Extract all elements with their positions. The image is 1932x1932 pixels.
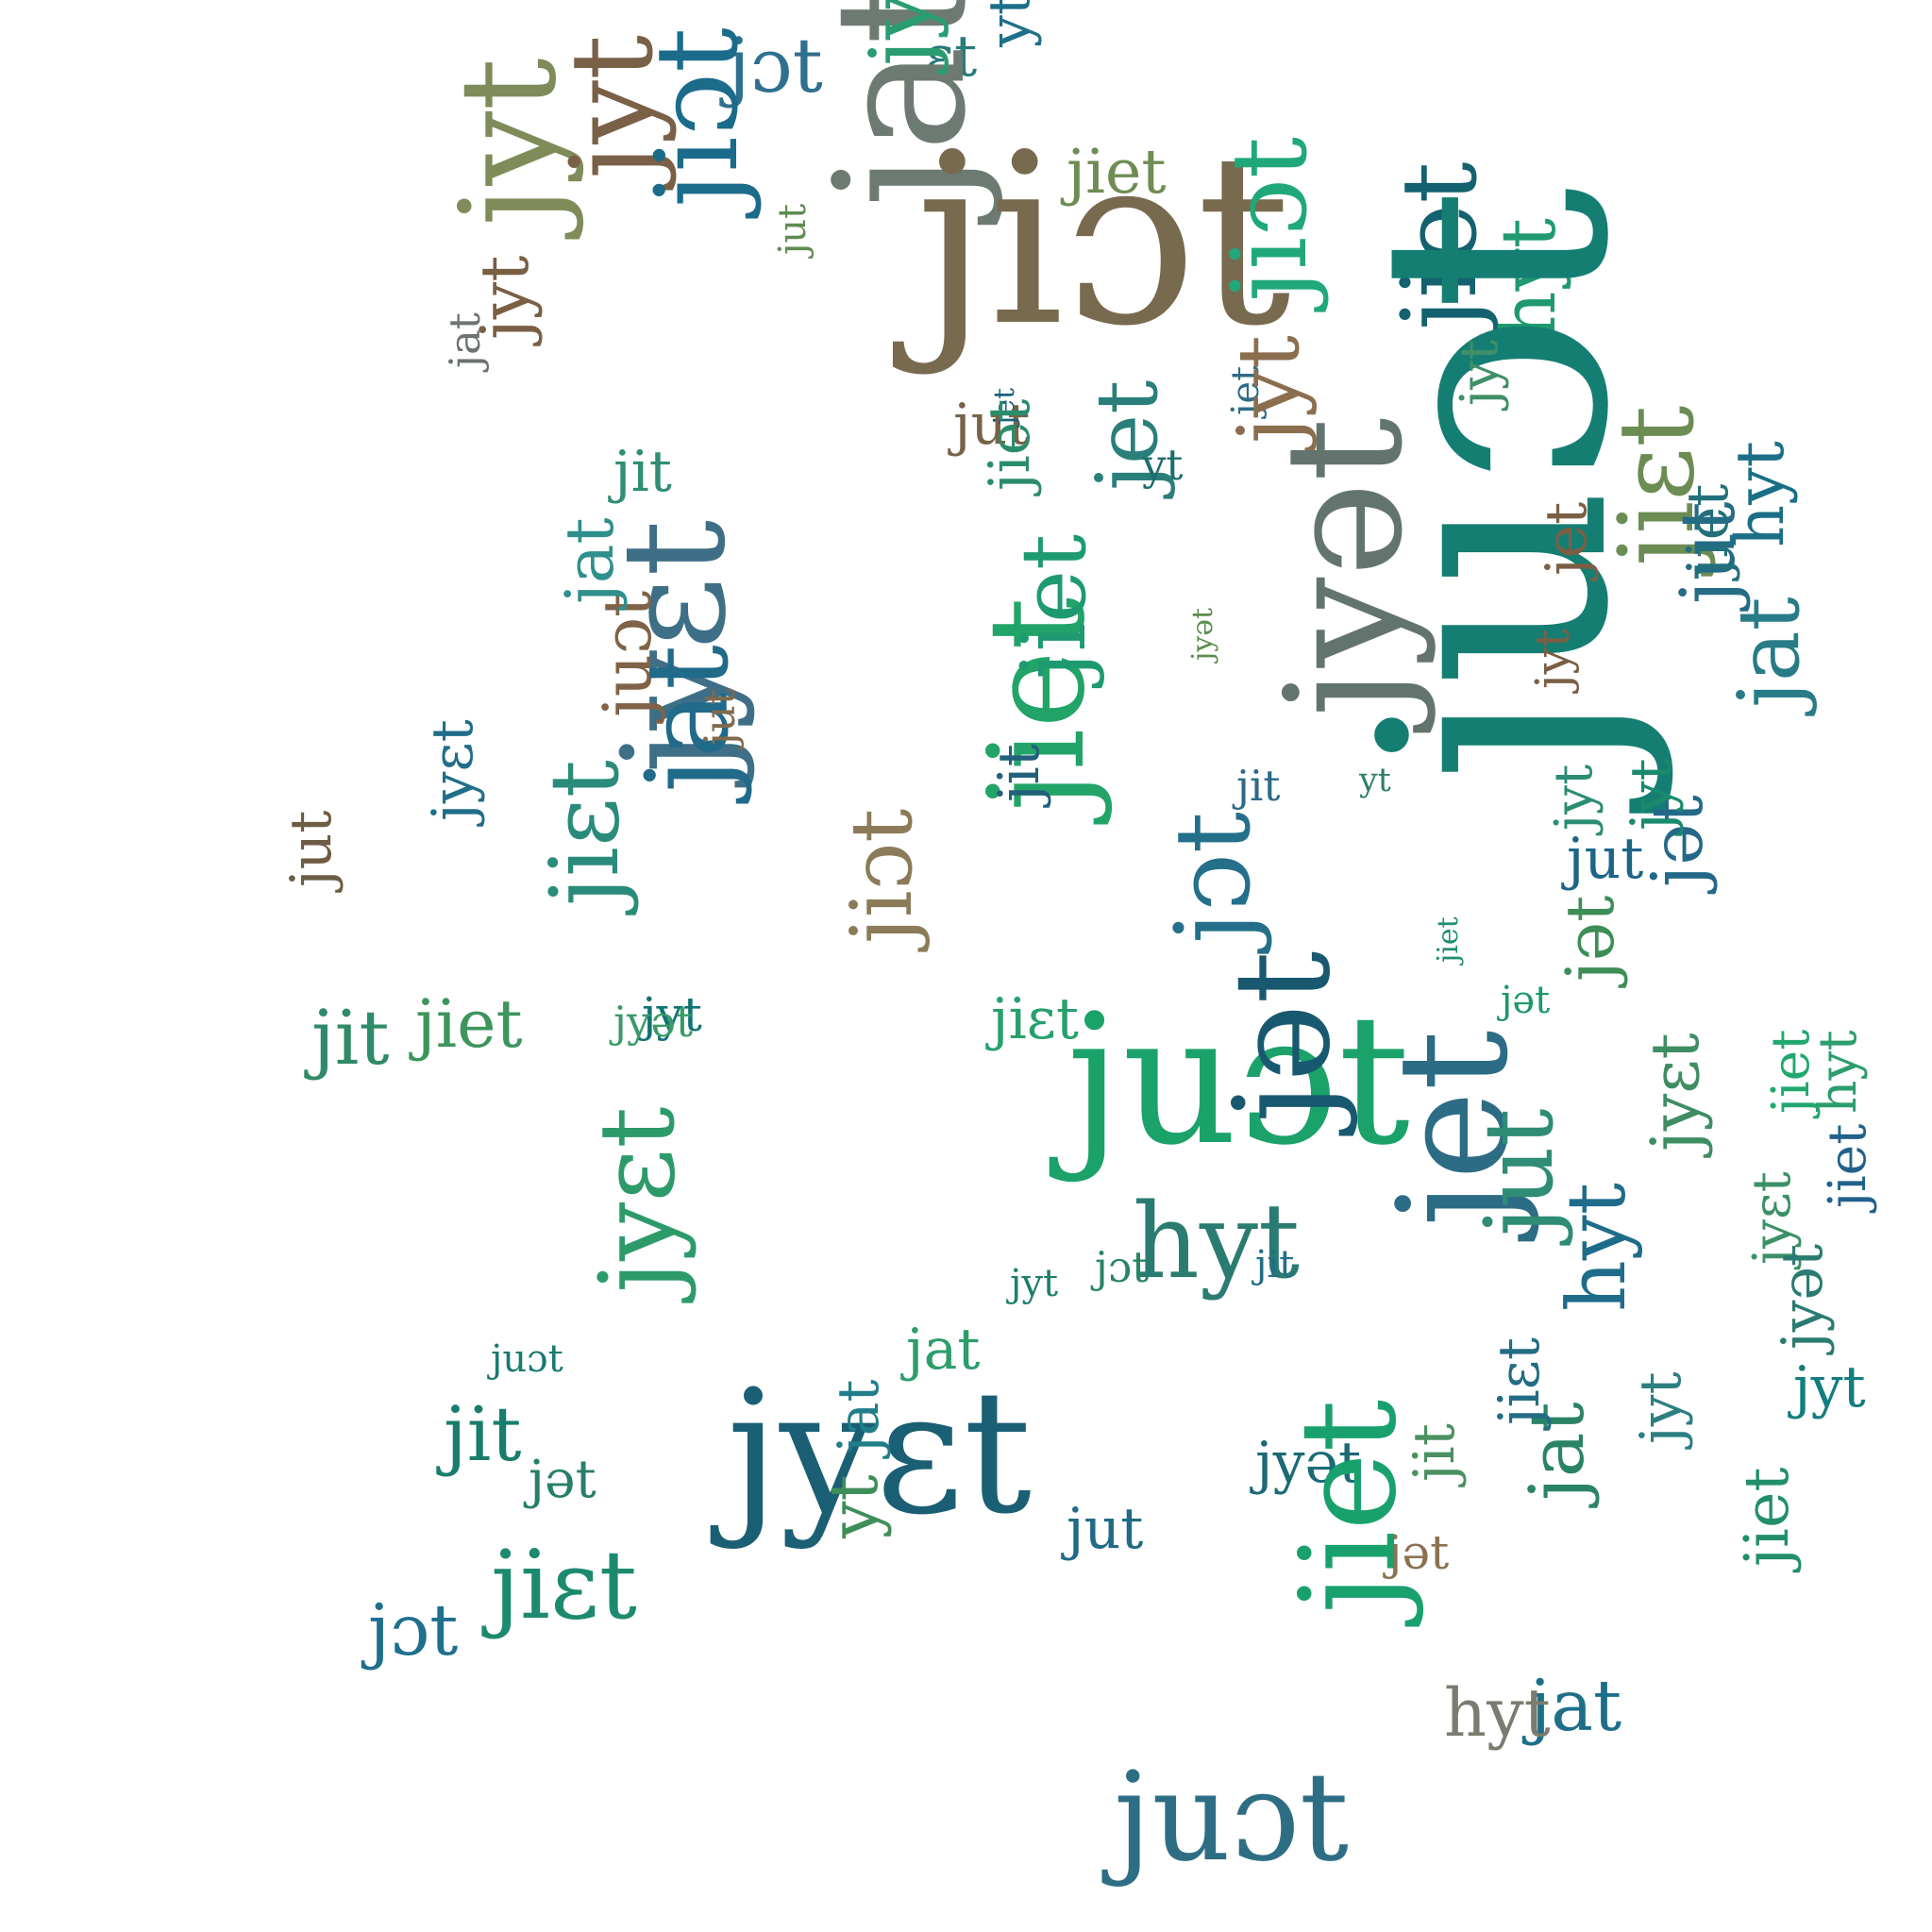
cloud-word: jɔt <box>727 22 823 109</box>
cloud-word: jət <box>1387 1525 1450 1580</box>
cloud-word: jit <box>1236 761 1281 811</box>
cloud-word: jɔt <box>1152 812 1273 944</box>
cloud-word: jiet <box>415 985 523 1063</box>
cloud-word: hyt <box>1133 1181 1301 1302</box>
cloud-word: jyt <box>1793 1354 1866 1420</box>
cloud-word: jiɔt <box>832 808 932 944</box>
cloud-word: jut <box>278 810 344 887</box>
cloud-word: jiɛt <box>491 1530 637 1640</box>
cloud-word: jiet <box>1272 1399 1426 1614</box>
cloud-word: jyt <box>1525 629 1580 689</box>
cloud-word: jyt <box>1010 1262 1059 1305</box>
cloud-word: jyt <box>1619 758 1685 831</box>
cloud-word: jut <box>953 392 1031 458</box>
cloud-word: jiɛt <box>991 986 1079 1052</box>
cloud-word: jyət <box>1770 1243 1836 1350</box>
cloud-word: jat <box>906 1317 981 1383</box>
cloud-word: jit <box>986 744 1052 802</box>
cloud-word: jɔt <box>1095 1242 1150 1292</box>
cloud-word: jiet <box>1067 137 1167 208</box>
cloud-word: hyt <box>1807 1030 1868 1114</box>
cloud-word: jyt <box>642 987 702 1042</box>
cloud-word: yt <box>1359 762 1391 799</box>
cloud-word: ɛt <box>925 24 978 90</box>
cloud-word: jyɛt <box>1637 1033 1714 1151</box>
cloud-word: hyt <box>1551 1183 1644 1312</box>
cloud-word: jat <box>1529 1664 1622 1747</box>
cloud-word: yt <box>815 1474 893 1538</box>
cloud-word: jat <box>1720 596 1819 708</box>
cloud-word: jut <box>771 203 815 255</box>
cloud-word: jyət <box>1255 1430 1362 1496</box>
cloud-word: jit <box>613 439 672 505</box>
cloud-word: jɔt <box>368 1588 459 1672</box>
cloud-word: jyət <box>1252 417 1438 717</box>
cloud-word: hyt <box>1722 441 1799 547</box>
cloud-word: jut <box>1567 826 1644 892</box>
cloud-word: jut <box>695 687 745 746</box>
cloud-word: jat <box>826 1379 892 1454</box>
cloud-word: jat <box>551 517 629 604</box>
cloud-word: jyɛt <box>727 1354 1033 1552</box>
cloud-word: jiɛt <box>1487 1337 1553 1425</box>
cloud-word: jiet <box>1002 533 1106 680</box>
cloud-word: jit <box>444 1390 522 1478</box>
cloud-word: jyət <box>613 997 694 1047</box>
cloud-word: jut <box>1067 1496 1144 1562</box>
cloud-word: yt <box>1142 440 1184 490</box>
cloud-word: jyɛt <box>577 1106 697 1293</box>
cloud-word: juɔt <box>1067 976 1411 1184</box>
cloud-word: hyt <box>1444 1674 1551 1752</box>
cloud-word: jet <box>1534 501 1600 576</box>
cloud-word: jyt <box>1449 339 1509 406</box>
cloud-word: jiɛt <box>529 760 640 906</box>
cloud-word: jət <box>1552 895 1629 982</box>
cloud-word: jyət <box>1186 607 1219 661</box>
cloud-word: jət <box>1501 979 1551 1022</box>
cloud-word: jiet <box>977 398 1043 491</box>
cloud-word: jiet <box>1432 916 1465 963</box>
cloud-word: juɔt <box>1114 1745 1350 1889</box>
cloud-word: jyt <box>851 0 950 66</box>
cloud-word: jyt <box>1628 1371 1694 1444</box>
cloud-word: jiɔt <box>1209 136 1330 302</box>
cloud-word: jyɛt <box>420 719 486 821</box>
cloud-word: jət <box>1206 950 1360 1123</box>
cloud-word: jiɔt <box>916 103 1291 378</box>
cloud-word: jiet <box>1732 1467 1803 1567</box>
cloud-word: jit <box>1255 1243 1295 1286</box>
cloud-word: juɔt <box>491 1337 563 1381</box>
cloud-word: jit <box>311 994 390 1082</box>
cloud-word: jət <box>529 1449 596 1509</box>
cloud-word: jiet <box>1817 1123 1877 1208</box>
cloud-word: jiɔt <box>632 26 764 208</box>
cloud-word: jyt <box>1543 764 1604 831</box>
cloud-word: jat <box>440 312 490 368</box>
